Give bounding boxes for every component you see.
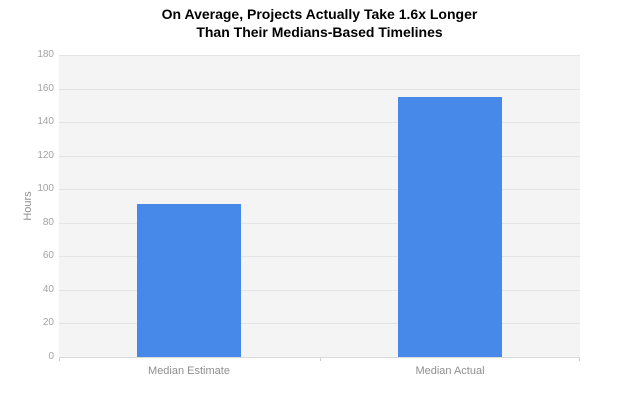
y-tick-label-120: 120 — [37, 150, 54, 161]
x-category-label-median-actual: Median Actual — [415, 365, 485, 377]
gridline-40 — [59, 290, 580, 291]
chart-title: On Average, Projects Actually Take 1.6x … — [59, 5, 580, 41]
gridline-80 — [59, 223, 580, 224]
gridline-180 — [59, 55, 580, 56]
y-tick-label-80: 80 — [42, 217, 54, 228]
chart-title-line-2: Than Their Medians-Based Timelines — [196, 24, 443, 40]
y-tick-label-20: 20 — [42, 317, 54, 328]
y-tick-label-60: 60 — [42, 250, 54, 261]
gridline-140 — [59, 122, 580, 123]
y-tick-label-180: 180 — [37, 49, 54, 60]
gridline-20 — [59, 323, 580, 324]
plot-area — [59, 55, 580, 361]
bar-median-estimate[interactable] — [137, 204, 241, 357]
y-tick-label-160: 160 — [37, 83, 54, 94]
x-axis-tick — [59, 358, 60, 361]
x-axis-tick — [579, 358, 580, 361]
gridline-160 — [59, 89, 580, 90]
y-tick-label-140: 140 — [37, 116, 54, 127]
y-tick-label-40: 40 — [42, 284, 54, 295]
x-axis-tick — [320, 358, 321, 361]
bar-median-actual[interactable] — [398, 97, 502, 357]
chart-title-line-1: On Average, Projects Actually Take 1.6x … — [161, 6, 478, 22]
y-tick-label-100: 100 — [37, 183, 54, 194]
x-category-label-median-estimate: Median Estimate — [148, 365, 230, 377]
gridline-120 — [59, 156, 580, 157]
gridline-60 — [59, 256, 580, 257]
y-axis-title: Hours — [22, 191, 34, 221]
y-tick-label-0: 0 — [48, 351, 54, 362]
gridline-100 — [59, 189, 580, 190]
